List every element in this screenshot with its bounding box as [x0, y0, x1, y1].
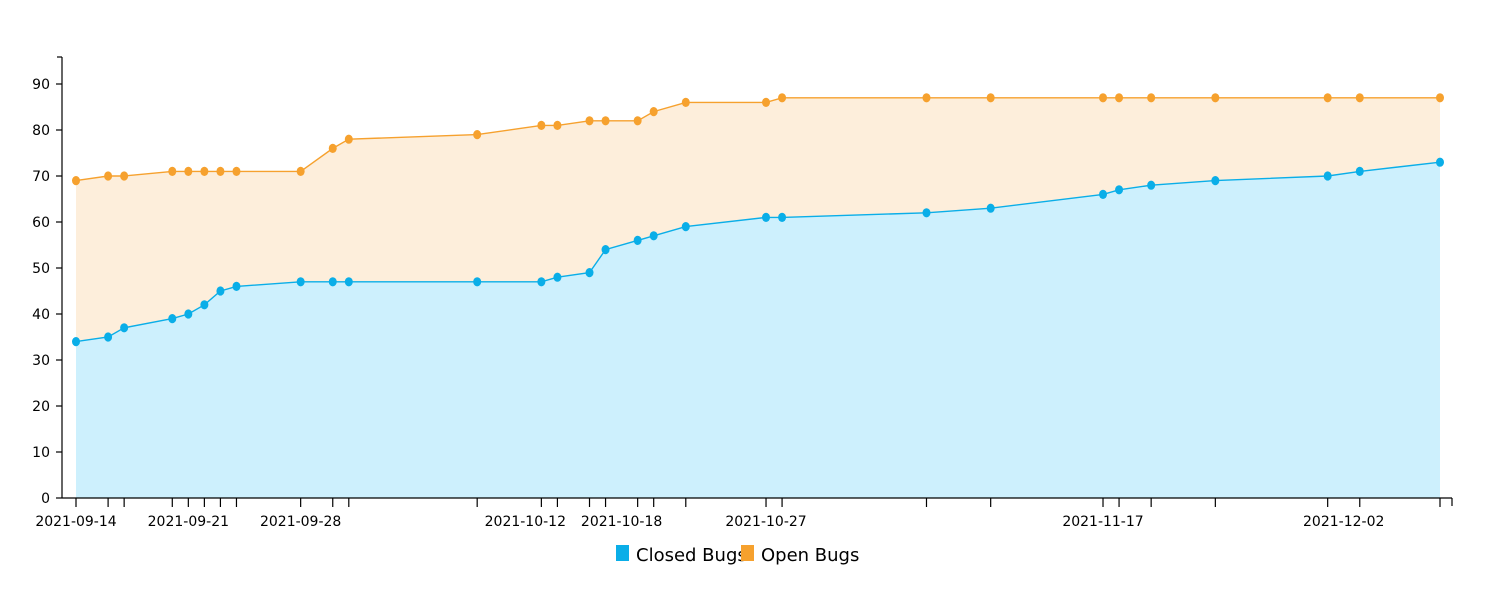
open-bugs-point — [601, 116, 610, 126]
closed-bugs-point — [120, 323, 129, 333]
open-bugs-point — [200, 166, 209, 176]
closed-bugs-point — [1211, 176, 1220, 186]
closed-bugs-area — [76, 162, 1440, 498]
y-tick-label: 50 — [32, 261, 50, 277]
open-bugs-point — [1115, 93, 1124, 103]
open-bugs-point — [986, 93, 995, 103]
open-bugs-point — [1436, 93, 1444, 103]
y-tick-label: 60 — [32, 215, 50, 231]
y-tick-label: 70 — [32, 169, 50, 185]
closed-bugs-point — [553, 272, 562, 282]
closed-bugs-point — [200, 300, 209, 310]
open-bugs-point — [1323, 93, 1332, 103]
x-tick-label: 2021-09-14 — [35, 514, 116, 530]
open-bugs-area — [76, 97, 1440, 342]
closed-bugs-point — [473, 277, 482, 287]
x-tick-label: 2021-11-17 — [1062, 514, 1143, 530]
open-bugs-point — [778, 93, 787, 103]
open-bugs-point — [1147, 93, 1156, 103]
y-tick-label: 0 — [41, 491, 50, 507]
point-layer — [72, 93, 1444, 347]
open-bugs-point — [72, 176, 80, 186]
legend: Closed Bugs Open Bugs — [616, 545, 859, 566]
closed-bugs-point — [986, 203, 995, 213]
open-bugs-point — [232, 166, 241, 176]
closed-bugs-point — [1355, 166, 1364, 176]
open-bugs-point — [184, 166, 193, 176]
open-bugs-point — [762, 97, 771, 107]
open-bugs-point — [1355, 93, 1364, 103]
closed-bugs-point — [1099, 189, 1108, 199]
open-bugs-point — [120, 171, 129, 181]
x-tick-label: 2021-10-12 — [485, 514, 566, 530]
x-tick-label: 2021-09-21 — [148, 514, 229, 530]
closed-bugs-point — [762, 212, 771, 222]
open-bugs-point — [649, 107, 658, 117]
closed-bugs-point — [344, 277, 353, 287]
x-tick-label: 2021-09-28 — [260, 514, 341, 530]
y-tick-label: 90 — [32, 77, 50, 93]
open-bugs-point — [922, 93, 931, 103]
closed-bugs-point — [1115, 185, 1124, 195]
closed-bugs-point — [537, 277, 546, 287]
open-bugs-point — [168, 166, 177, 176]
x-tick-label: 2021-10-27 — [725, 514, 806, 530]
open-bugs-point — [681, 97, 690, 107]
open-bugs-point — [104, 171, 113, 181]
closed-bugs-point — [232, 281, 241, 291]
y-tick-label: 10 — [32, 445, 50, 461]
y-tick-label: 40 — [32, 307, 50, 323]
closed-bugs-point — [1436, 157, 1444, 167]
closed-bugs-point — [296, 277, 305, 287]
closed-bugs-point — [1323, 171, 1332, 181]
x-tick-label: 2021-10-18 — [581, 514, 662, 530]
closed-bugs-point — [778, 212, 787, 222]
closed-bugs-point — [104, 332, 113, 342]
open-bugs-point — [473, 130, 482, 140]
open-bugs-point — [585, 116, 594, 126]
closed-bugs-point — [601, 245, 610, 255]
closed-bugs-point — [184, 309, 193, 319]
closed-bugs-point — [922, 208, 931, 218]
x-tick-label: 2021-12-02 — [1303, 514, 1384, 530]
open-bugs-point — [1211, 93, 1220, 103]
closed-bugs-point — [585, 268, 594, 278]
open-bugs-point — [216, 166, 225, 176]
y-tick-label: 30 — [32, 353, 50, 369]
closed-bugs-point — [1147, 180, 1156, 190]
closed-bugs-point — [216, 286, 225, 296]
open-bugs-legend-swatch — [741, 545, 754, 561]
closed-bugs-legend-label: Closed Bugs — [636, 545, 747, 566]
closed-bugs-point — [681, 222, 690, 232]
axes-layer: 0 10 20 30 40 50 60 70 80 90 2021-09-14 2021-09-21 2… — [32, 56, 1453, 530]
open-bugs-point — [296, 166, 305, 176]
open-bugs-point — [1099, 93, 1108, 103]
open-bugs-point — [344, 134, 353, 144]
y-tick-label: 20 — [32, 399, 50, 415]
closed-bugs-point — [649, 231, 658, 241]
closed-bugs-point — [328, 277, 337, 287]
area-layer — [76, 97, 1440, 498]
open-bugs-point — [537, 120, 546, 130]
closed-bugs-point — [168, 314, 177, 324]
closed-bugs-point — [633, 235, 642, 245]
y-tick-label: 80 — [32, 123, 50, 139]
closed-bugs-point — [72, 337, 80, 347]
open-bugs-point — [553, 120, 562, 130]
open-bugs-point — [328, 143, 337, 153]
closed-bugs-legend-swatch — [616, 545, 629, 561]
open-bugs-legend-label: Open Bugs — [761, 545, 859, 566]
open-bugs-point — [633, 116, 642, 126]
